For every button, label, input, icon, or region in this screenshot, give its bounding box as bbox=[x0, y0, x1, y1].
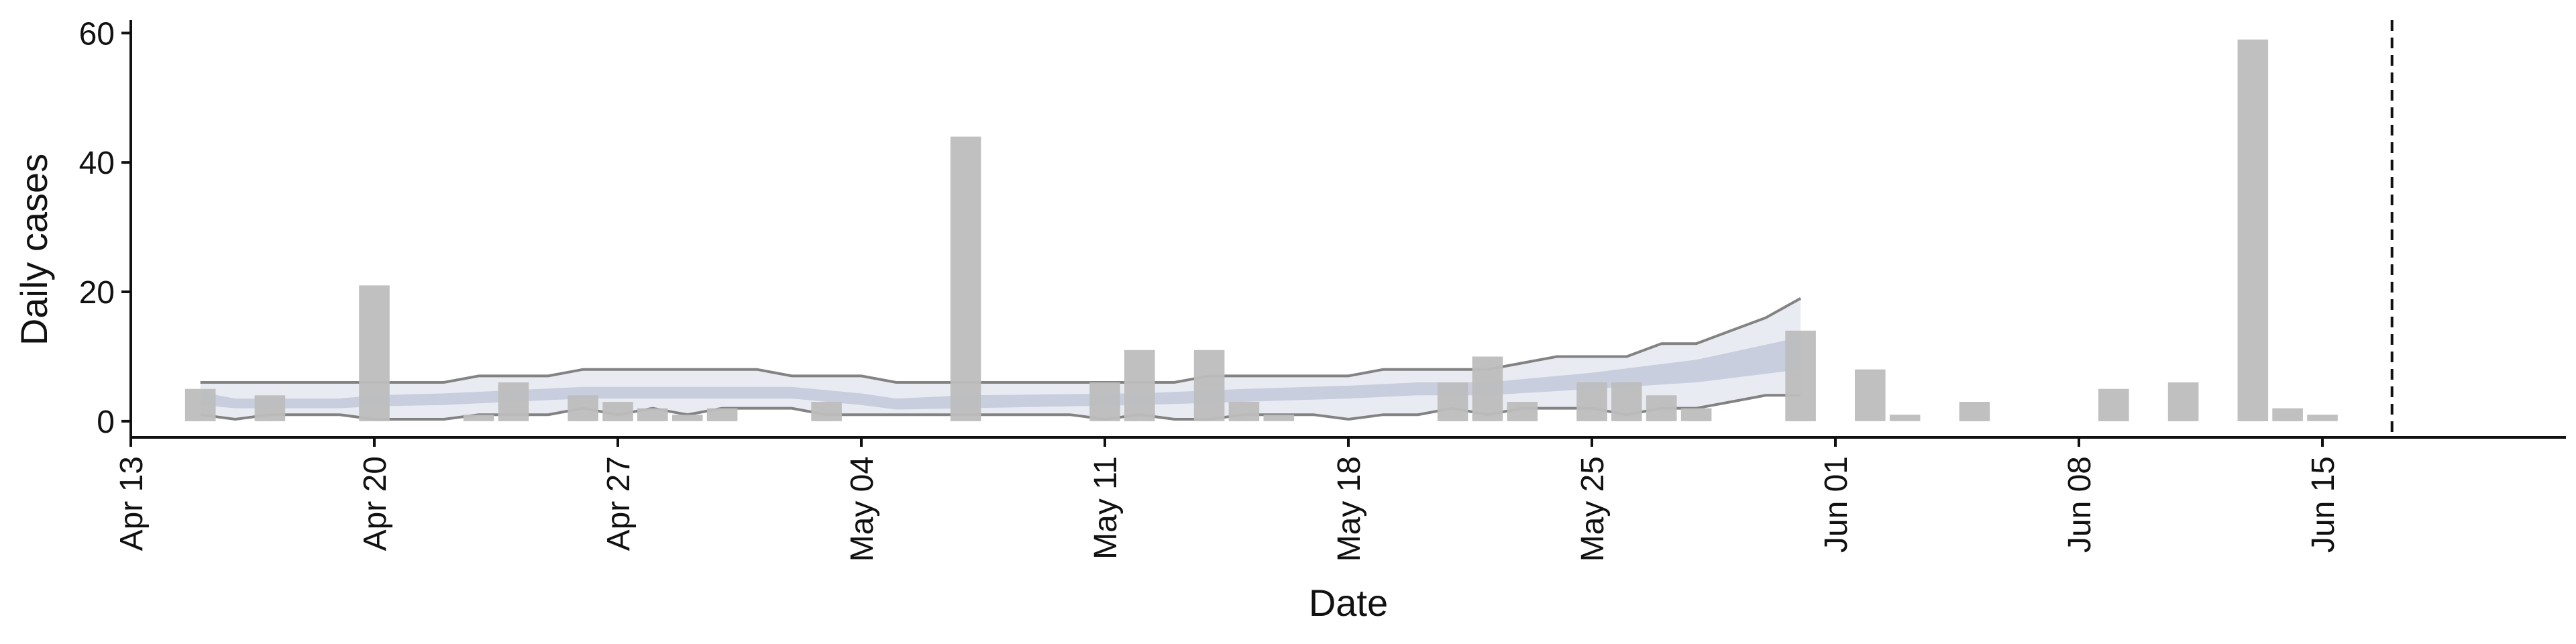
bar bbox=[811, 402, 842, 421]
x-tick-label: May 11 bbox=[1088, 456, 1124, 559]
bar bbox=[254, 395, 286, 421]
x-tick-label: May 04 bbox=[845, 456, 880, 561]
bar bbox=[2307, 415, 2338, 421]
bar bbox=[2098, 388, 2129, 421]
bar bbox=[1263, 415, 1295, 421]
bar bbox=[1680, 408, 1712, 421]
x-tick-label: Jun 15 bbox=[2306, 456, 2341, 553]
x-tick-label: May 25 bbox=[1575, 456, 1611, 561]
x-tick-label: Jun 01 bbox=[1819, 456, 1854, 553]
bar bbox=[1472, 356, 1503, 421]
bar bbox=[463, 415, 494, 421]
bar bbox=[498, 382, 529, 421]
y-tick-label: 0 bbox=[97, 405, 115, 440]
bar bbox=[1959, 402, 1990, 421]
bar bbox=[2237, 39, 2269, 421]
bar bbox=[672, 415, 703, 421]
bar bbox=[2272, 408, 2303, 421]
bar bbox=[1124, 350, 1155, 421]
bar bbox=[1228, 402, 1260, 421]
bar bbox=[1889, 415, 1921, 421]
axes: 0 20 40 60 Apr 13 Apr 20 Apr 27 May 04 May 11 May… bbox=[79, 16, 2566, 561]
x-tick-label: Apr 20 bbox=[358, 456, 393, 551]
uncertainty-bands bbox=[200, 297, 1802, 421]
x-tick-label: Jun 08 bbox=[2062, 456, 2098, 553]
y-tick-label: 40 bbox=[79, 146, 115, 181]
bar bbox=[1576, 382, 1607, 421]
x-tick-label: May 18 bbox=[1332, 456, 1367, 561]
bar bbox=[359, 285, 390, 421]
bar bbox=[1193, 350, 1225, 421]
bar bbox=[1785, 330, 1816, 421]
x-tick-label: Apr 27 bbox=[601, 456, 637, 551]
bar bbox=[568, 395, 598, 421]
bar bbox=[1611, 382, 1642, 421]
bar bbox=[1437, 382, 1468, 421]
outer-band-upper-line bbox=[200, 297, 1802, 384]
bar bbox=[637, 408, 668, 421]
y-axis-title: Daily cases bbox=[13, 154, 55, 345]
y-tick-label: 20 bbox=[79, 275, 115, 311]
y-tick-label: 60 bbox=[79, 16, 115, 52]
bar bbox=[1646, 395, 1677, 421]
bar bbox=[2167, 382, 2199, 421]
bar bbox=[706, 408, 738, 421]
bar bbox=[950, 136, 981, 421]
x-axis-title: Date bbox=[1309, 582, 1388, 624]
bar bbox=[602, 402, 633, 421]
bar bbox=[1507, 402, 1538, 421]
daily-case-bars bbox=[184, 39, 2338, 421]
inner-band-area bbox=[200, 337, 1801, 410]
bar bbox=[1855, 369, 1886, 421]
x-tick-label: Apr 13 bbox=[114, 456, 150, 551]
bar bbox=[1089, 382, 1120, 421]
bar bbox=[184, 388, 216, 421]
